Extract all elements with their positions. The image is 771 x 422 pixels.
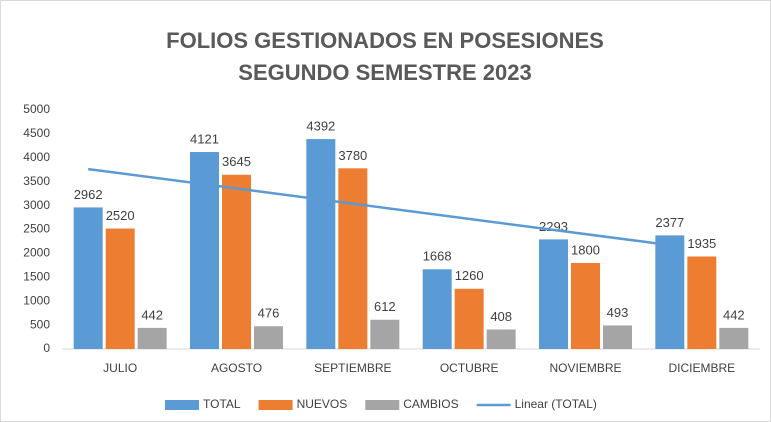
- legend-label: CAMBIOS: [403, 397, 458, 411]
- x-tick-label: DICIEMBRE: [668, 361, 735, 375]
- y-tick-label: 5000: [23, 102, 50, 116]
- y-tick-label: 2500: [23, 222, 50, 236]
- bar: [603, 325, 632, 349]
- bar: [486, 329, 516, 349]
- data-label: 4121: [190, 131, 219, 146]
- y-tick-label: 4000: [23, 150, 50, 164]
- bar: [222, 174, 251, 349]
- data-label: 476: [258, 306, 280, 321]
- data-label: 1800: [571, 242, 600, 257]
- data-label: 442: [723, 307, 745, 322]
- legend-swatch: [165, 400, 199, 410]
- y-tick-label: 2000: [23, 246, 50, 260]
- y-tick-label: 0: [43, 341, 50, 355]
- x-tick-label: AGOSTO: [211, 361, 262, 375]
- bar: [719, 327, 749, 349]
- bar: [655, 235, 685, 349]
- chart-subtitle: SEGUNDO SEMESTRE 2023: [238, 60, 531, 85]
- y-tick-label: 1500: [23, 269, 50, 283]
- legend-label: NUEVOS: [297, 397, 348, 411]
- bar: [422, 269, 452, 349]
- bar: [370, 319, 400, 349]
- data-label: 408: [490, 309, 512, 324]
- legend-label: TOTAL: [203, 397, 241, 411]
- y-tick-label: 3500: [23, 174, 50, 188]
- data-label: 3780: [338, 148, 367, 163]
- x-tick-label: NOVIEMBRE: [549, 361, 621, 375]
- bar: [571, 262, 600, 349]
- data-label: 1668: [423, 249, 452, 264]
- bar: [454, 288, 484, 349]
- data-label: 493: [607, 305, 629, 320]
- y-tick-label: 500: [30, 317, 50, 331]
- legend-swatch: [365, 400, 400, 410]
- legend-label: Linear (TOTAL): [515, 397, 597, 411]
- legend-swatch: [258, 400, 293, 410]
- data-label: 3645: [222, 154, 251, 169]
- data-label: 4392: [306, 118, 335, 133]
- bar: [105, 228, 135, 349]
- bar: [306, 139, 336, 349]
- bar: [338, 168, 368, 349]
- x-tick-label: SEPTIEMBRE: [314, 361, 391, 375]
- bar: [190, 152, 219, 349]
- bar: [539, 239, 568, 349]
- bar: [687, 256, 717, 349]
- data-label: 2377: [655, 215, 684, 230]
- data-label: 2962: [74, 187, 103, 202]
- x-tick-label: OCTUBRE: [440, 361, 499, 375]
- data-label: 2520: [106, 208, 135, 223]
- bar: [254, 326, 283, 349]
- data-label: 1935: [687, 236, 716, 251]
- chart-title: FOLIOS GESTIONADOS EN POSESIONES: [166, 28, 604, 53]
- trendline: [88, 167, 670, 247]
- bar: [137, 327, 167, 349]
- data-label: 442: [141, 307, 163, 322]
- y-tick-label: 1000: [23, 293, 50, 307]
- y-tick-label: 4500: [23, 126, 50, 140]
- y-tick-label: 3000: [23, 198, 50, 212]
- data-label: 1260: [455, 268, 484, 283]
- data-label: 612: [374, 299, 396, 314]
- x-tick-label: JULIO: [103, 361, 137, 375]
- bar: [73, 207, 103, 349]
